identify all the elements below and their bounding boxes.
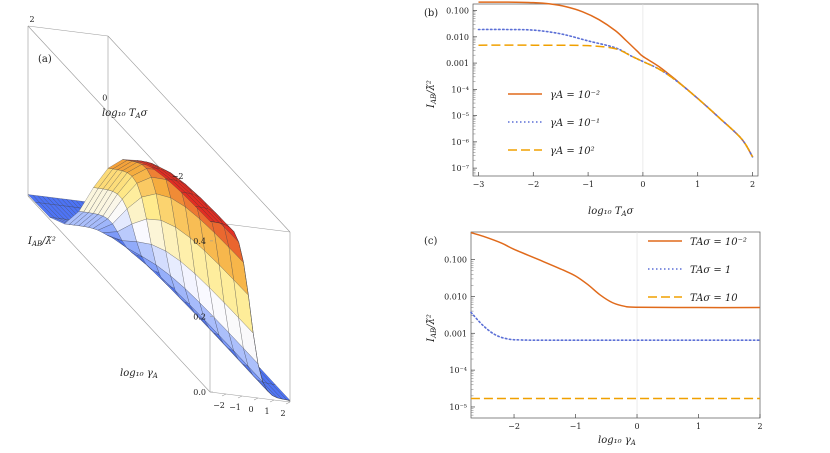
y-tick-label: 0.010 xyxy=(446,33,469,42)
z-tick-label: 0.0 xyxy=(193,388,206,397)
panel-a-label: (a) xyxy=(38,54,52,65)
panel-a-x-axis-label: log₁₀ γA xyxy=(120,368,158,380)
box-edge xyxy=(107,35,291,233)
x-tick-label: −1 xyxy=(582,180,594,189)
x-tick-label: 2 xyxy=(750,180,755,189)
y-tick-label: 10⁻⁴ xyxy=(451,85,469,94)
box-edge-front xyxy=(27,195,211,393)
panel-b-frame xyxy=(472,3,759,177)
series-line-3 xyxy=(478,44,754,158)
x-tick-label: −2 xyxy=(508,422,520,431)
x-tick-label: −1 xyxy=(229,403,241,412)
panel-c-y-axis-label: IAB/λ̃² xyxy=(426,314,438,343)
y-tick-label: 2 xyxy=(29,15,34,24)
panel-b-series xyxy=(477,1,754,158)
panel-c-series xyxy=(470,231,761,400)
panel-b-x-axis-label: log₁₀ TAσ xyxy=(588,206,635,218)
z-tick-label: 0.4 xyxy=(193,237,206,246)
panel-c-ticks: 0.100 0.010 0.001 10⁻⁴ 10⁻⁵ −2 −1 0 1 2 xyxy=(444,232,763,431)
x-tick-label: −2 xyxy=(213,401,225,410)
panel-a-z-axis-label: IAB/λ̃² xyxy=(27,236,56,248)
panel-c-x-axis-label: log₁₀ γA xyxy=(598,435,636,447)
y-tick-label: 10⁻⁵ xyxy=(451,112,469,121)
y-tick-label: 10⁻⁶ xyxy=(451,138,469,147)
x-tick-label: −3 xyxy=(473,180,485,189)
legend-label-2: γA = 10⁻¹ xyxy=(550,118,600,129)
panel-a-surface xyxy=(27,159,291,401)
y-tick-label: 0.100 xyxy=(446,7,469,16)
x-tick-mark xyxy=(269,399,275,403)
x-tick-label: 1 xyxy=(696,422,701,431)
y-tick-label: 0.001 xyxy=(444,329,467,338)
panel-b-label: (b) xyxy=(424,8,438,19)
panel-b-ticks: 0.100 0.010 0.001 10⁻⁴ 10⁻⁵ 10⁻⁶ 10⁻⁷ −3 −2 −1 0 1 2 xyxy=(446,4,755,189)
panel-c-line-plot: (c) 0.100 0.010 0.001 10⁻⁴ 10⁻⁵ −2 −1 0 1 2 TAσ =… xyxy=(424,231,763,447)
z-tick-label: 0.2 xyxy=(193,312,206,321)
panel-b-y-axis-label: IAB/λ̃² xyxy=(426,80,438,109)
x-tick-mark xyxy=(221,393,227,397)
panel-a-surface-plot: (a) −2 −1 0 1 2 −2 0 2 0.0 0.2 0.4 log₁₀ TAσ log₁₀… xyxy=(27,15,291,418)
x-tick-label: −2 xyxy=(527,180,539,189)
series-line-1 xyxy=(478,1,754,158)
y-tick-label: 10⁻⁵ xyxy=(449,403,467,412)
panel-c-frame xyxy=(470,231,761,419)
x-tick-mark xyxy=(253,397,259,401)
x-tick-label: 0 xyxy=(640,180,645,189)
y-tick-label: 0 xyxy=(102,93,107,102)
panel-a-y-axis-label: log₁₀ TAσ xyxy=(102,108,149,120)
y-tick-label: 10⁻⁷ xyxy=(451,164,469,173)
series-line-1 xyxy=(470,231,761,309)
x-tick-label: −1 xyxy=(570,422,582,431)
x-tick-label: 2 xyxy=(757,422,762,431)
surface-patch xyxy=(286,399,291,401)
x-tick-label: 1 xyxy=(695,180,700,189)
x-tick-label: 1 xyxy=(264,407,269,416)
y-tick-label: 0.100 xyxy=(444,256,467,265)
panel-b-legend: γA = 10⁻² γA = 10⁻¹ γA = 10² xyxy=(508,90,600,157)
box-edge xyxy=(27,25,109,37)
panel-c-legend: TAσ = 10⁻² TAσ = 1 TAσ = 10 xyxy=(648,237,747,304)
box-edge-front xyxy=(209,391,291,403)
legend-label-1: TAσ = 10⁻² xyxy=(690,237,747,248)
y-tick-label: −2 xyxy=(172,172,184,181)
x-tick-mark xyxy=(237,395,243,399)
legend-label-3: γA = 10² xyxy=(550,146,595,157)
panel-a-ticks: −2 −1 0 1 2 −2 0 2 0.0 0.2 0.4 xyxy=(29,15,291,418)
series-line-2 xyxy=(470,311,761,341)
x-tick-label: 0 xyxy=(248,405,253,414)
x-tick-label: 0 xyxy=(634,422,639,431)
legend-label-2: TAσ = 1 xyxy=(690,265,731,276)
x-tick-mark xyxy=(285,401,291,405)
x-tick-label: 2 xyxy=(280,409,285,418)
panel-b-line-plot: (b) 0.100 0.010 0.001 10⁻⁴ 10⁻⁵ 10⁻⁶ 10⁻⁷ −3 −2 −… xyxy=(424,1,759,218)
legend-label-1: γA = 10⁻² xyxy=(550,90,600,101)
panel-c-label: (c) xyxy=(424,236,438,247)
y-tick-label: 0.010 xyxy=(444,292,467,301)
legend-label-3: TAσ = 10 xyxy=(690,293,738,304)
y-tick-label: 0.001 xyxy=(446,59,469,68)
y-tick-label: 10⁻⁴ xyxy=(449,366,467,375)
